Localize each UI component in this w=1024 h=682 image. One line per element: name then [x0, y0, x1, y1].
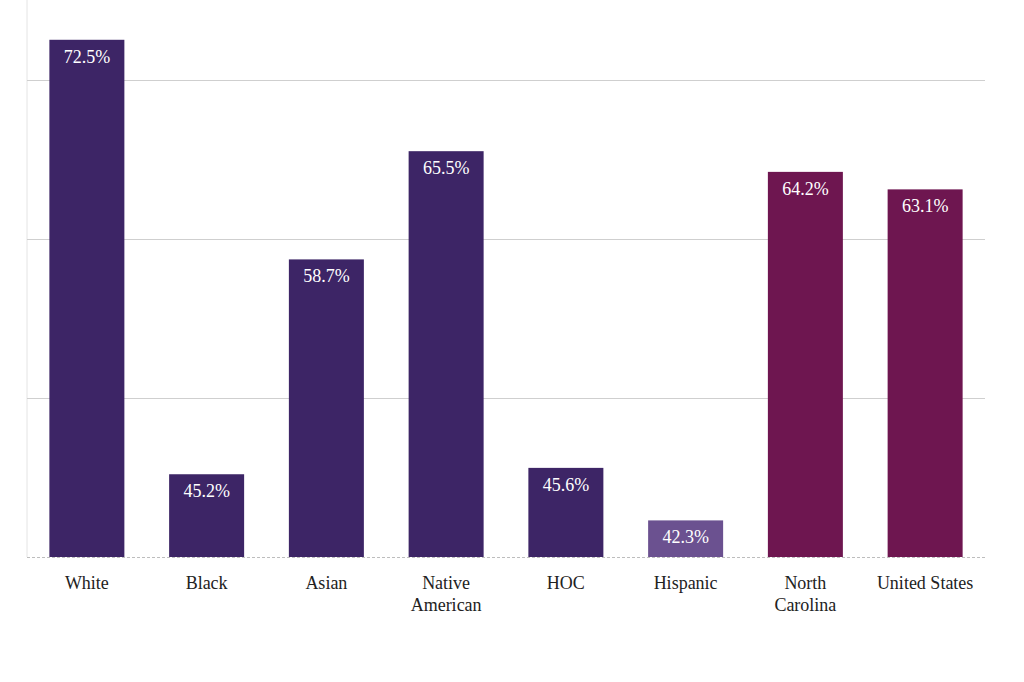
data-label: 65.5%: [423, 158, 470, 178]
chart-container: 72.5% White 45.2% Black 58.7% Asian 65.5% Nativ…: [0, 0, 1024, 682]
bars: [49, 40, 962, 557]
category-label: NativeAmerican: [411, 573, 482, 615]
data-label: 45.6%: [543, 475, 590, 495]
data-label: 58.7%: [303, 266, 350, 286]
bar: [648, 520, 723, 557]
data-label: 64.2%: [782, 179, 829, 199]
bar: [409, 151, 484, 557]
category-label: Black: [186, 573, 228, 593]
bar: [49, 40, 124, 557]
labels: 72.5% White 45.2% Black 58.7% Asian 65.5% Nativ…: [64, 47, 974, 615]
category-label: NorthCarolina: [774, 573, 836, 615]
data-label: 63.1%: [902, 196, 949, 216]
bar: [528, 468, 603, 557]
data-label: 72.5%: [64, 47, 111, 67]
bar: [289, 259, 364, 557]
category-label: United States: [877, 573, 974, 593]
grid-line: [27, 557, 985, 558]
data-label: 45.2%: [183, 481, 230, 501]
y-axis-line: [27, 0, 28, 557]
chart-svg: 72.5% White 45.2% Black 58.7% Asian 65.5% Nativ…: [0, 0, 1024, 682]
grid-line: [27, 80, 985, 81]
category-label: White: [65, 573, 109, 593]
category-label: HOC: [547, 573, 585, 593]
bar: [169, 474, 244, 557]
category-label: Hispanic: [654, 573, 718, 593]
bar: [888, 189, 963, 557]
bar: [768, 172, 843, 557]
category-label: Asian: [305, 573, 347, 593]
data-label: 42.3%: [662, 527, 709, 547]
